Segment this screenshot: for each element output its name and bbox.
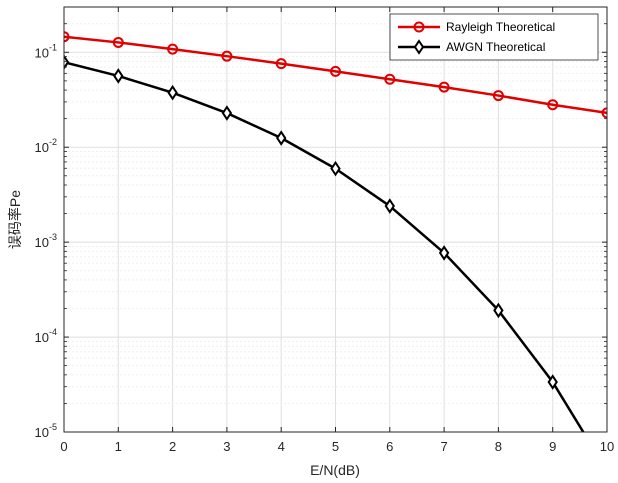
- data-point: [547, 374, 558, 390]
- data-point: [112, 36, 124, 48]
- x-tick-label: 9: [549, 439, 556, 454]
- y-tick-label: 10-5: [35, 422, 57, 440]
- data-point: [64, 54, 70, 71]
- data-point: [492, 90, 504, 102]
- x-tick-label: 6: [386, 439, 393, 454]
- data-point: [275, 58, 287, 70]
- data-point: [113, 68, 124, 84]
- y-axis-label: 误码率Pe: [7, 190, 23, 249]
- series-layer: [64, 31, 607, 432]
- legend-label: Rayleigh Theoretical: [446, 20, 555, 34]
- x-axis-label: E/N(dB): [310, 462, 360, 478]
- data-point: [384, 198, 396, 214]
- data-point: [384, 73, 396, 85]
- legend: Rayleigh Theoretical AWGN Theoretical: [389, 13, 599, 61]
- data-point: [167, 43, 179, 55]
- x-tick-label: 2: [169, 439, 176, 454]
- data-point: [64, 31, 70, 43]
- data-point: [330, 65, 341, 77]
- x-tick-label: 5: [332, 439, 339, 454]
- x-tick-label: 1: [115, 439, 122, 454]
- data-point: [275, 130, 287, 146]
- x-tick-label: 0: [60, 439, 67, 454]
- data-point: [221, 50, 233, 62]
- legend-marker: [413, 21, 425, 33]
- data-point: [438, 245, 450, 261]
- legend-marker: [413, 39, 425, 55]
- y-tick-label: 10-3: [35, 232, 57, 250]
- legend-label: AWGN Theoretical: [446, 40, 545, 54]
- data-point: [601, 107, 607, 119]
- series-line: [64, 35, 607, 115]
- y-tick-label: 10-2: [35, 137, 57, 155]
- x-tick-label: 10: [600, 439, 614, 454]
- y-tick-label: 10-4: [35, 327, 57, 345]
- legend-box: [389, 13, 599, 61]
- data-point: [493, 302, 504, 319]
- data-point: [438, 81, 450, 93]
- data-point: [330, 160, 341, 177]
- x-tick-label: 4: [278, 439, 285, 454]
- series-1: [64, 31, 607, 119]
- x-tick-label: 7: [440, 439, 447, 454]
- data-point: [221, 105, 233, 121]
- data-point: [167, 84, 178, 101]
- series-2: [64, 54, 585, 432]
- y-tick-label: 10-1: [35, 42, 57, 60]
- data-point: [547, 99, 559, 111]
- x-tick-label: 8: [495, 439, 502, 454]
- x-tick-label: 3: [223, 439, 230, 454]
